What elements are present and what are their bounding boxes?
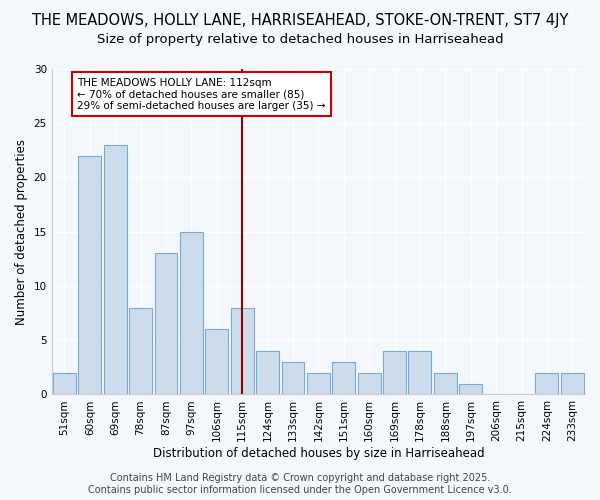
Bar <box>155 254 178 394</box>
X-axis label: Distribution of detached houses by size in Harriseahead: Distribution of detached houses by size … <box>152 447 484 460</box>
Bar <box>281 362 304 394</box>
Bar <box>256 351 279 395</box>
Bar <box>205 330 228 394</box>
Text: Size of property relative to detached houses in Harriseahead: Size of property relative to detached ho… <box>97 32 503 46</box>
Bar <box>129 308 152 394</box>
Bar <box>332 362 355 394</box>
Bar <box>358 373 380 394</box>
Bar <box>231 308 254 394</box>
Bar <box>180 232 203 394</box>
Text: THE MEADOWS, HOLLY LANE, HARRISEAHEAD, STOKE-ON-TRENT, ST7 4JY: THE MEADOWS, HOLLY LANE, HARRISEAHEAD, S… <box>32 12 568 28</box>
Bar <box>561 373 584 394</box>
Bar <box>307 373 330 394</box>
Bar <box>434 373 457 394</box>
Bar <box>53 373 76 394</box>
Bar <box>409 351 431 395</box>
Bar <box>104 145 127 394</box>
Bar <box>79 156 101 394</box>
Bar <box>383 351 406 395</box>
Bar <box>535 373 559 394</box>
Text: Contains HM Land Registry data © Crown copyright and database right 2025.
Contai: Contains HM Land Registry data © Crown c… <box>88 474 512 495</box>
Y-axis label: Number of detached properties: Number of detached properties <box>15 138 28 324</box>
Text: THE MEADOWS HOLLY LANE: 112sqm
← 70% of detached houses are smaller (85)
29% of : THE MEADOWS HOLLY LANE: 112sqm ← 70% of … <box>77 78 326 111</box>
Bar <box>459 384 482 394</box>
